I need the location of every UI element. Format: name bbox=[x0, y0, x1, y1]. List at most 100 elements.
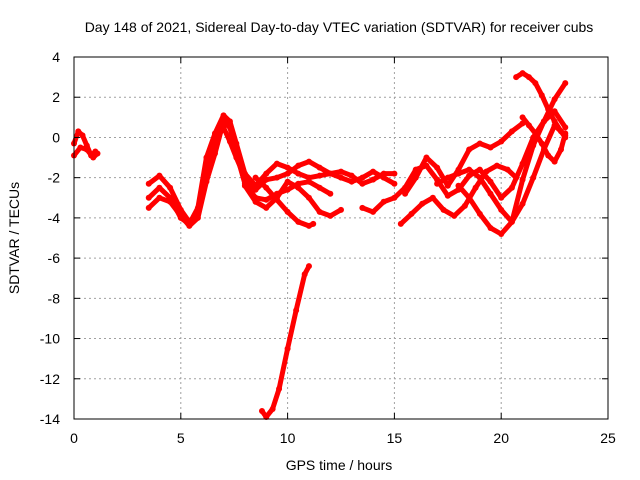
data-point bbox=[295, 170, 302, 177]
data-point bbox=[263, 170, 270, 177]
data-point bbox=[551, 108, 558, 115]
data-point bbox=[444, 174, 451, 181]
data-point bbox=[525, 74, 532, 81]
data-point bbox=[538, 92, 545, 99]
data-point bbox=[466, 172, 473, 179]
data-point bbox=[241, 170, 248, 177]
data-point bbox=[498, 138, 505, 145]
data-point bbox=[498, 206, 505, 213]
data-point bbox=[508, 184, 515, 191]
data-point bbox=[295, 162, 302, 169]
data-point bbox=[519, 70, 526, 77]
data-point bbox=[94, 150, 101, 157]
data-point bbox=[487, 190, 494, 197]
data-point bbox=[252, 182, 259, 189]
data-point bbox=[513, 174, 520, 181]
data-point bbox=[273, 160, 280, 167]
data-point bbox=[519, 200, 526, 207]
data-point bbox=[338, 168, 344, 175]
data-point bbox=[263, 204, 270, 211]
data-point bbox=[380, 170, 387, 177]
data-point bbox=[408, 210, 415, 217]
data-point bbox=[284, 178, 291, 185]
data-point bbox=[532, 80, 539, 87]
data-point bbox=[211, 130, 218, 137]
data-point bbox=[493, 162, 500, 169]
data-point bbox=[461, 202, 468, 209]
data-point bbox=[305, 194, 312, 201]
data-point bbox=[156, 172, 163, 179]
data-point bbox=[519, 176, 526, 183]
data-point bbox=[316, 172, 323, 179]
data-point bbox=[211, 150, 218, 157]
data-point bbox=[551, 158, 558, 165]
data-point bbox=[476, 174, 483, 181]
data-point bbox=[252, 198, 259, 205]
data-point bbox=[562, 80, 569, 87]
data-point bbox=[305, 158, 312, 165]
data-point bbox=[359, 180, 366, 187]
data-point bbox=[551, 96, 558, 103]
data-point bbox=[530, 142, 537, 149]
y-tick-label: -8 bbox=[48, 290, 61, 306]
data-point bbox=[295, 218, 302, 225]
data-point bbox=[532, 130, 539, 137]
data-point bbox=[269, 405, 276, 412]
data-point bbox=[558, 146, 565, 153]
data-point bbox=[562, 130, 569, 137]
data-point bbox=[476, 140, 483, 147]
data-point bbox=[476, 210, 483, 217]
data-point bbox=[466, 194, 473, 201]
data-point bbox=[263, 413, 270, 420]
data-point bbox=[194, 204, 201, 211]
data-point bbox=[476, 166, 483, 173]
data-point bbox=[273, 174, 280, 181]
data-point bbox=[167, 194, 174, 201]
y-tick-label: 4 bbox=[52, 49, 60, 65]
data-point bbox=[451, 212, 458, 219]
data-point bbox=[444, 182, 451, 189]
data-point bbox=[540, 118, 547, 125]
data-point bbox=[145, 180, 152, 187]
data-point bbox=[487, 224, 494, 231]
data-point bbox=[327, 170, 334, 177]
data-point bbox=[434, 180, 441, 187]
data-point bbox=[498, 194, 505, 201]
data-point bbox=[519, 114, 526, 121]
data-point bbox=[545, 152, 552, 159]
data-point bbox=[338, 206, 344, 213]
data-point bbox=[519, 160, 526, 167]
data-point bbox=[513, 74, 520, 81]
data-point bbox=[504, 166, 511, 173]
data-point bbox=[370, 176, 377, 183]
data-point bbox=[177, 214, 184, 221]
data-point bbox=[273, 196, 280, 203]
data-point bbox=[423, 154, 430, 161]
data-point bbox=[391, 180, 398, 187]
data-point bbox=[305, 174, 312, 181]
series-arc-f bbox=[242, 179, 344, 219]
data-point bbox=[466, 166, 473, 173]
data-point bbox=[284, 164, 291, 171]
y-tick-label: -12 bbox=[40, 371, 60, 387]
data-point bbox=[284, 208, 291, 215]
data-point bbox=[545, 106, 552, 113]
data-point bbox=[348, 178, 355, 185]
data-point bbox=[359, 204, 366, 211]
data-point bbox=[487, 144, 494, 151]
data-point bbox=[79, 132, 86, 139]
data-point bbox=[391, 170, 398, 177]
data-point bbox=[466, 146, 473, 153]
data-point bbox=[316, 184, 323, 191]
data-point bbox=[444, 192, 451, 199]
data-point bbox=[156, 184, 163, 191]
data-point bbox=[327, 190, 334, 197]
data-point bbox=[316, 208, 323, 215]
data-point bbox=[538, 140, 545, 147]
data-point bbox=[380, 198, 387, 205]
data-point bbox=[348, 172, 355, 179]
y-axis-label: SDTVAR / TECUs bbox=[6, 182, 22, 294]
y-tick-label: 2 bbox=[52, 89, 60, 105]
